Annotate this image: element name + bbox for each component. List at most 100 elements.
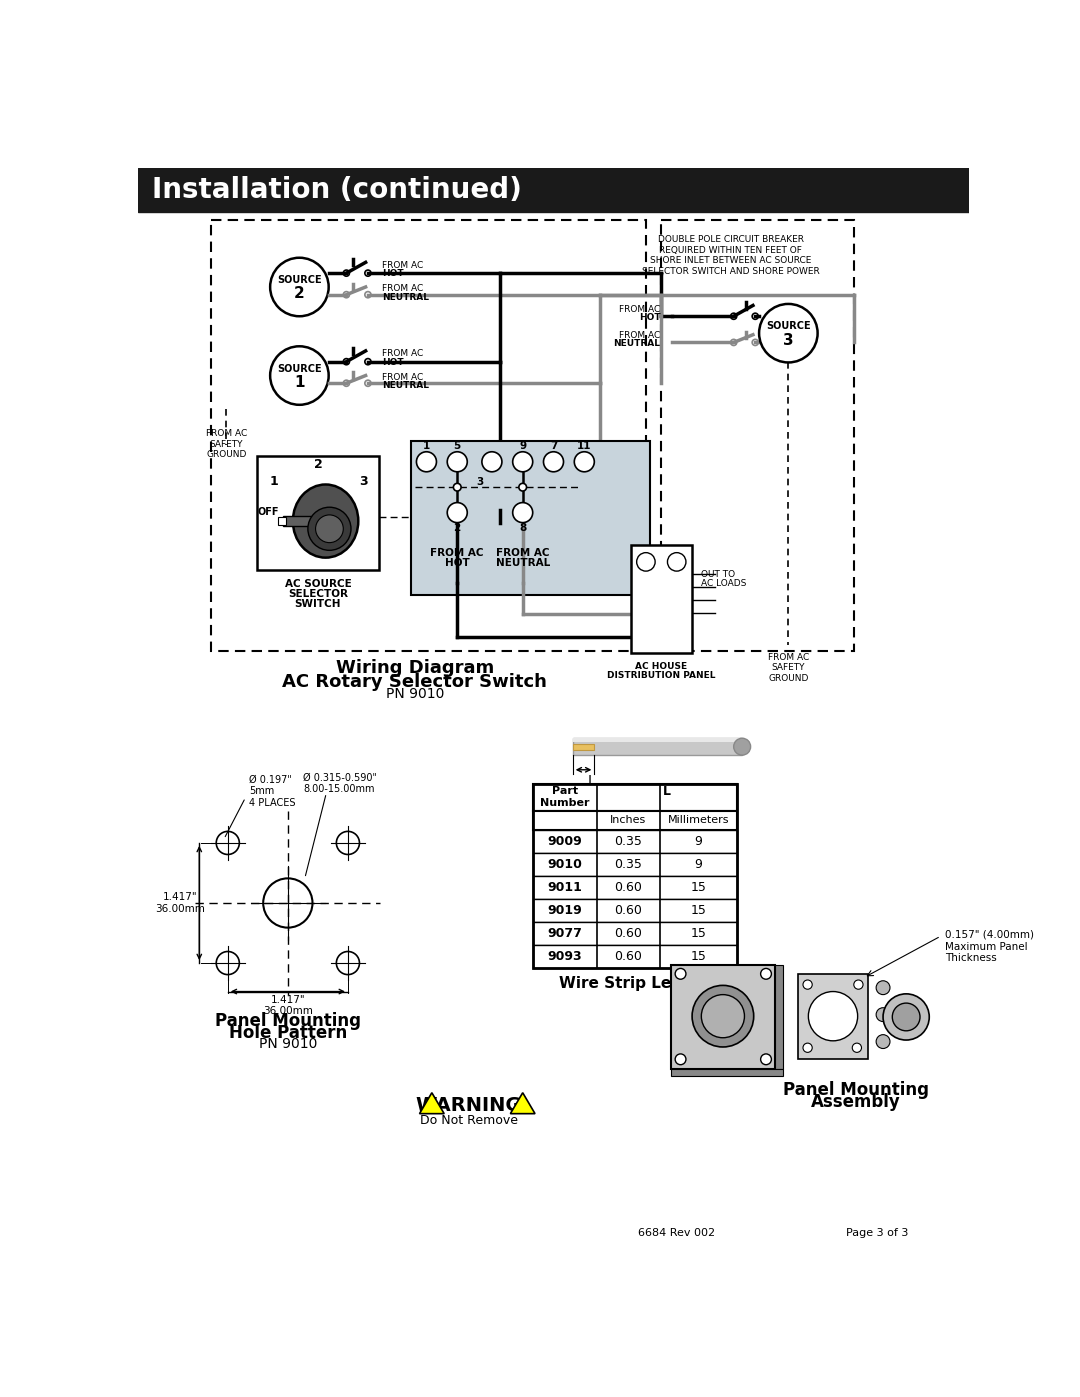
Circle shape — [308, 507, 351, 550]
Polygon shape — [511, 1092, 535, 1113]
Circle shape — [543, 451, 564, 472]
Text: 9077: 9077 — [548, 928, 582, 940]
Circle shape — [270, 257, 328, 316]
Bar — [534, 876, 737, 900]
Bar — [283, 515, 318, 527]
Bar — [631, 545, 692, 652]
Text: FROM AC: FROM AC — [382, 349, 423, 359]
Circle shape — [336, 831, 360, 855]
Text: 15: 15 — [690, 950, 706, 964]
Text: 9093: 9093 — [548, 950, 582, 964]
Text: AC Rotary Selector Switch: AC Rotary Selector Switch — [283, 673, 548, 692]
Text: +: + — [516, 454, 529, 469]
Text: NEUTRAL: NEUTRAL — [613, 339, 661, 348]
Bar — [211, 219, 646, 651]
Circle shape — [808, 992, 858, 1041]
Text: +: + — [516, 506, 529, 520]
Text: +: + — [578, 454, 591, 469]
Text: DOUBLE POLE CIRCUIT BREAKER
REQUIRED WITHIN TEN FEET OF
SHORE INLET BETWEEN AC S: DOUBLE POLE CIRCUIT BREAKER REQUIRED WIT… — [642, 236, 820, 275]
Text: Ø 0.197"
5mm
4 PLACES: Ø 0.197" 5mm 4 PLACES — [249, 775, 296, 807]
Bar — [572, 743, 594, 750]
Circle shape — [365, 359, 372, 365]
Bar — [534, 830, 737, 854]
Text: 3: 3 — [359, 475, 367, 488]
Text: 9: 9 — [694, 858, 702, 870]
Text: FROM AC
SAFETY
GROUND: FROM AC SAFETY GROUND — [768, 652, 809, 683]
Text: L: L — [588, 774, 595, 788]
Text: Wiring Diagram: Wiring Diagram — [336, 659, 494, 678]
Text: 0.60: 0.60 — [615, 904, 643, 918]
Circle shape — [876, 1035, 890, 1049]
Circle shape — [482, 451, 502, 472]
Bar — [534, 946, 737, 968]
Text: FROM AC: FROM AC — [431, 548, 484, 557]
Text: 1.417"
36.00mm: 1.417" 36.00mm — [156, 893, 205, 914]
Bar — [572, 738, 742, 742]
Bar — [572, 738, 742, 756]
Circle shape — [730, 313, 737, 320]
Circle shape — [701, 995, 744, 1038]
Text: Panel Mounting: Panel Mounting — [215, 1011, 361, 1030]
Circle shape — [892, 1003, 920, 1031]
Text: PN 9010: PN 9010 — [386, 687, 444, 701]
Text: 9019: 9019 — [548, 904, 582, 918]
Text: 9: 9 — [694, 835, 702, 848]
Bar — [534, 922, 737, 946]
Text: Ø 0.315-0.590"
8.00-15.00mm: Ø 0.315-0.590" 8.00-15.00mm — [303, 773, 377, 795]
Text: +: + — [486, 454, 498, 469]
Text: 11: 11 — [577, 441, 592, 451]
Text: 0.157" (4.00mm)
Maximum Panel
Thickness: 0.157" (4.00mm) Maximum Panel Thickness — [945, 930, 1034, 963]
Bar — [411, 441, 650, 595]
Text: FROM AC: FROM AC — [619, 331, 661, 339]
Text: 15: 15 — [690, 928, 706, 940]
Circle shape — [447, 503, 468, 522]
Text: Part
Number: Part Number — [540, 787, 590, 807]
Text: 3: 3 — [476, 476, 484, 486]
Circle shape — [343, 270, 350, 277]
Text: Page 3 of 3: Page 3 of 3 — [846, 1228, 908, 1238]
Text: HOT: HOT — [639, 313, 661, 323]
Text: 2: 2 — [314, 458, 323, 471]
Text: +: + — [420, 454, 433, 469]
Text: FROM AC: FROM AC — [382, 284, 423, 293]
Circle shape — [264, 879, 312, 928]
Circle shape — [454, 483, 461, 490]
Bar — [534, 854, 737, 876]
Bar — [672, 1069, 783, 1076]
Text: WARNING: WARNING — [416, 1097, 522, 1115]
Text: Inches: Inches — [610, 814, 646, 824]
Bar — [534, 784, 737, 968]
Bar — [534, 810, 737, 830]
Text: 0.35: 0.35 — [615, 835, 643, 848]
Bar — [278, 517, 285, 525]
Circle shape — [802, 1044, 812, 1052]
Text: OFF: OFF — [257, 507, 279, 517]
Text: SOURCE: SOURCE — [278, 275, 322, 285]
Circle shape — [365, 292, 372, 298]
Text: 0.60: 0.60 — [615, 928, 643, 940]
Text: FROM AC: FROM AC — [382, 261, 423, 270]
Circle shape — [876, 1007, 890, 1021]
Text: SELECTOR: SELECTOR — [288, 590, 348, 599]
Text: 9010: 9010 — [548, 858, 582, 870]
Circle shape — [216, 831, 240, 855]
Text: NEUTRAL: NEUTRAL — [382, 292, 429, 302]
Circle shape — [216, 951, 240, 975]
Circle shape — [336, 951, 360, 975]
Circle shape — [365, 380, 372, 387]
Text: PN 9010: PN 9010 — [259, 1037, 318, 1051]
Text: 5: 5 — [454, 441, 461, 451]
Text: Assembly: Assembly — [811, 1094, 901, 1112]
Text: SOURCE: SOURCE — [278, 363, 322, 373]
Text: HOT: HOT — [382, 270, 404, 278]
Text: NEUTRAL: NEUTRAL — [382, 381, 429, 390]
Circle shape — [513, 503, 532, 522]
Circle shape — [759, 305, 818, 362]
Text: 2: 2 — [454, 522, 461, 534]
Circle shape — [270, 346, 328, 405]
Circle shape — [730, 339, 737, 345]
Polygon shape — [419, 1092, 444, 1113]
Text: 15: 15 — [690, 904, 706, 918]
Text: NEUTRAL: NEUTRAL — [496, 557, 550, 567]
Text: HOT: HOT — [445, 557, 470, 567]
